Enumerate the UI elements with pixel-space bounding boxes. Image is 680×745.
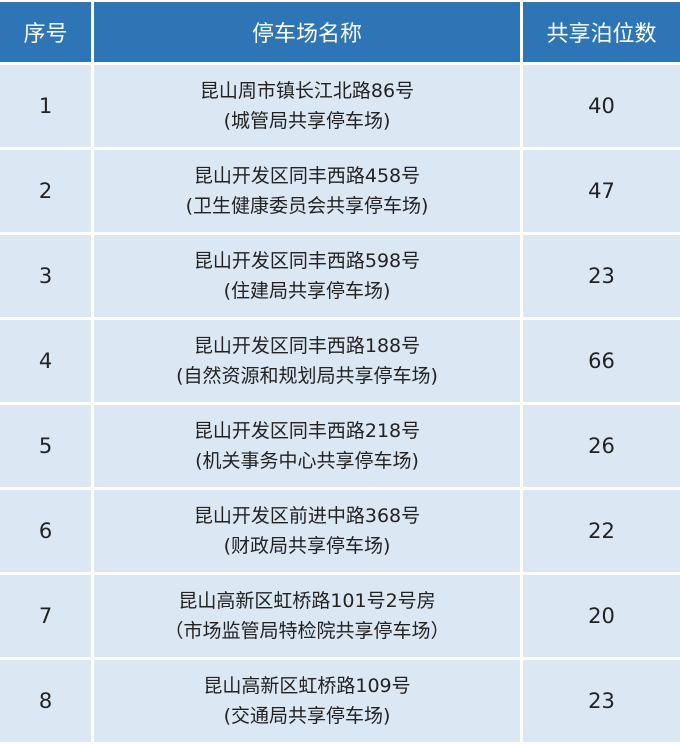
parking-name: 昆山开发区同丰西路188号 (自然资源和规划局共享停车场) <box>94 320 520 402</box>
parking-address: 昆山开发区同丰西路598号 <box>193 250 421 272</box>
shared-spaces: 23 <box>523 235 680 317</box>
parking-facility: (住建局共享停车场) <box>223 280 391 302</box>
parking-address: 昆山开发区同丰西路458号 <box>193 165 421 187</box>
shared-spaces: 40 <box>523 65 680 147</box>
header-spaces: 共享泊位数 <box>523 2 680 62</box>
parking-name: 昆山高新区虹桥路101号2号房 （市场监管局特检院共享停车场） <box>94 575 520 657</box>
table-row: 3 昆山开发区同丰西路598号 (住建局共享停车场) 23 <box>0 235 680 317</box>
parking-facility: （市场监管局特检院共享停车场） <box>164 620 450 642</box>
parking-name: 昆山开发区同丰西路458号 (卫生健康委员会共享停车场) <box>94 150 520 232</box>
parking-name: 昆山开发区同丰西路598号 (住建局共享停车场) <box>94 235 520 317</box>
parking-facility: (交通局共享停车场) <box>223 705 391 727</box>
parking-address: 昆山周市镇长江北路86号 <box>199 80 415 102</box>
row-index: 8 <box>0 660 91 742</box>
parking-facility: (财政局共享停车场) <box>223 535 391 557</box>
header-index: 序号 <box>0 2 91 62</box>
shared-spaces: 23 <box>523 660 680 742</box>
row-index: 4 <box>0 320 91 402</box>
row-index: 7 <box>0 575 91 657</box>
shared-spaces: 26 <box>523 405 680 487</box>
parking-facility: (机关事务中心共享停车场) <box>195 450 419 472</box>
parking-facility: (自然资源和规划局共享停车场) <box>176 365 438 387</box>
parking-facility: (城管局共享停车场) <box>223 110 391 132</box>
parking-name: 昆山开发区前进中路368号 (财政局共享停车场) <box>94 490 520 572</box>
row-index: 5 <box>0 405 91 487</box>
header-name: 停车场名称 <box>94 2 520 62</box>
parking-name: 昆山周市镇长江北路86号 (城管局共享停车场) <box>94 65 520 147</box>
parking-facility: (卫生健康委员会共享停车场) <box>185 195 429 217</box>
table-row: 7 昆山高新区虹桥路101号2号房 （市场监管局特检院共享停车场） 20 <box>0 575 680 657</box>
parking-address: 昆山开发区前进中路368号 <box>193 505 421 527</box>
parking-address: 昆山高新区虹桥路101号2号房 <box>178 590 436 612</box>
row-index: 2 <box>0 150 91 232</box>
parking-address: 昆山高新区虹桥路109号 <box>203 675 411 697</box>
parking-address: 昆山开发区同丰西路188号 <box>193 335 421 357</box>
table-row: 8 昆山高新区虹桥路109号 (交通局共享停车场) 23 <box>0 660 680 742</box>
row-index: 1 <box>0 65 91 147</box>
table-row: 4 昆山开发区同丰西路188号 (自然资源和规划局共享停车场) 66 <box>0 320 680 402</box>
shared-spaces: 47 <box>523 150 680 232</box>
row-index: 6 <box>0 490 91 572</box>
table-row: 1 昆山周市镇长江北路86号 (城管局共享停车场) 40 <box>0 65 680 147</box>
table-row: 6 昆山开发区前进中路368号 (财政局共享停车场) 22 <box>0 490 680 572</box>
parking-name: 昆山高新区虹桥路109号 (交通局共享停车场) <box>94 660 520 742</box>
shared-spaces: 66 <box>523 320 680 402</box>
parking-name: 昆山开发区同丰西路218号 (机关事务中心共享停车场) <box>94 405 520 487</box>
row-index: 3 <box>0 235 91 317</box>
shared-spaces: 22 <box>523 490 680 572</box>
table-row: 2 昆山开发区同丰西路458号 (卫生健康委员会共享停车场) 47 <box>0 150 680 232</box>
table-row: 5 昆山开发区同丰西路218号 (机关事务中心共享停车场) 26 <box>0 405 680 487</box>
shared-spaces: 20 <box>523 575 680 657</box>
header-row: 序号 停车场名称 共享泊位数 <box>0 2 680 62</box>
parking-address: 昆山开发区同丰西路218号 <box>193 420 421 442</box>
